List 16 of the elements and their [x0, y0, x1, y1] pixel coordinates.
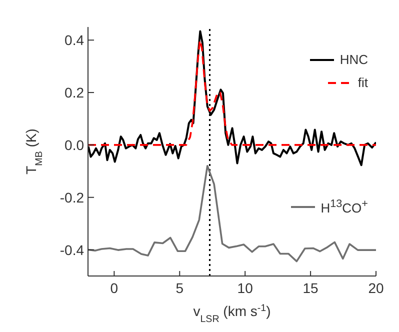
legend-label: fit: [358, 75, 368, 90]
x-tick-label: 5: [176, 280, 184, 296]
x-tick-label: 20: [368, 280, 384, 296]
y-tick-label: 0.2: [64, 84, 84, 100]
y-tick-label: 0.4: [64, 32, 84, 48]
x-tick-label: 15: [302, 280, 319, 296]
legend-label: H$^{13}$CO$^{+}$: [320, 198, 368, 216]
y-tick-label: -0.4: [60, 242, 84, 258]
line-series: [88, 39, 376, 146]
x-tick-label: 0: [110, 280, 118, 296]
x-axis-title: v$_{LSR}$ (km s$^{-1}$): [193, 302, 271, 324]
x-tick-label: 10: [237, 280, 254, 296]
y-tick-label: 0.0: [64, 136, 84, 153]
y-tick-label: -0.2: [60, 189, 84, 206]
line-series: [88, 165, 376, 262]
legend-label: HNC: [340, 52, 368, 67]
